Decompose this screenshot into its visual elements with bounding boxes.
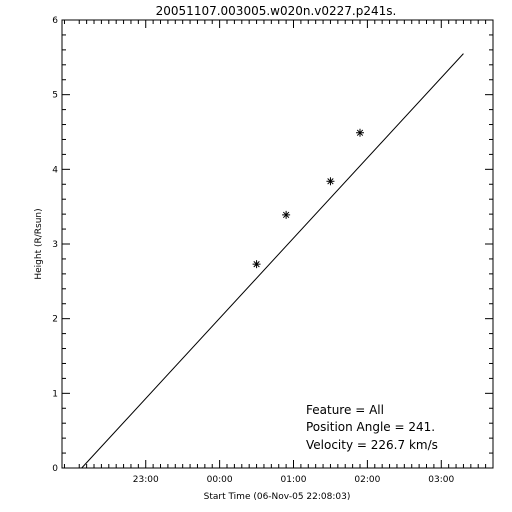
- data-points: [252, 128, 365, 269]
- annotation-box: Feature = All Position Angle = 241. Velo…: [306, 403, 438, 452]
- axis-ticks: [62, 19, 494, 469]
- x-tick-label: 01:00: [281, 475, 307, 485]
- x-tick-label: 02:00: [354, 475, 380, 485]
- data-point-stroke: [327, 178, 334, 185]
- annotation-position-angle-label: Position Angle: [306, 420, 391, 434]
- data-point: [326, 177, 335, 186]
- fit-line-group: [81, 53, 464, 469]
- annotation-position-angle: Position Angle = 241.: [306, 420, 435, 434]
- x-tick-label: 23:00: [133, 475, 159, 485]
- y-tick-label: 0: [52, 464, 58, 474]
- annotation-feature-value: All: [369, 403, 384, 417]
- annotation-feature-label: Feature: [306, 403, 351, 417]
- data-point-stroke: [253, 261, 260, 268]
- y-tick-label: 4: [52, 165, 58, 175]
- y-tick-label: 6: [52, 16, 58, 26]
- annotation-velocity-value: 226.7 km/s: [371, 438, 438, 452]
- y-axis-label: Height (R/Rsun): [34, 208, 44, 279]
- x-tick-label: 03:00: [428, 475, 454, 485]
- data-point-stroke: [356, 129, 364, 136]
- y-tick-label: 1: [52, 389, 58, 399]
- annotation-feature-eq: =: [355, 403, 369, 417]
- data-point: [252, 260, 261, 269]
- annotation-velocity: Velocity = 226.7 km/s: [306, 438, 438, 452]
- y-tick-label: 3: [52, 240, 58, 250]
- y-tick-label: 5: [52, 91, 58, 101]
- axis-tick-labels: 23:00 00:00 01:00 02:00 03:00 0 1 2 3 4 5 6: [52, 16, 454, 485]
- annotation-velocity-eq: =: [357, 438, 371, 452]
- plot-frame: [61, 19, 494, 469]
- chart-title: 20051107.003005.w020n.v0227.p241s.: [156, 4, 397, 18]
- x-tick-label: 00:00: [207, 475, 233, 485]
- y-tick-label: 2: [52, 315, 58, 325]
- annotation-position-angle-value: 241.: [408, 420, 435, 434]
- annotation-position-angle-eq: =: [395, 420, 409, 434]
- x-axis-label: Start Time (06-Nov-05 22:08:03): [204, 492, 351, 502]
- data-point: [282, 210, 291, 219]
- fit-line: [81, 53, 464, 469]
- data-point-stroke: [282, 211, 290, 219]
- annotation-velocity-label: Velocity: [306, 438, 353, 452]
- annotation-feature: Feature = All: [306, 403, 384, 417]
- data-point: [356, 128, 365, 137]
